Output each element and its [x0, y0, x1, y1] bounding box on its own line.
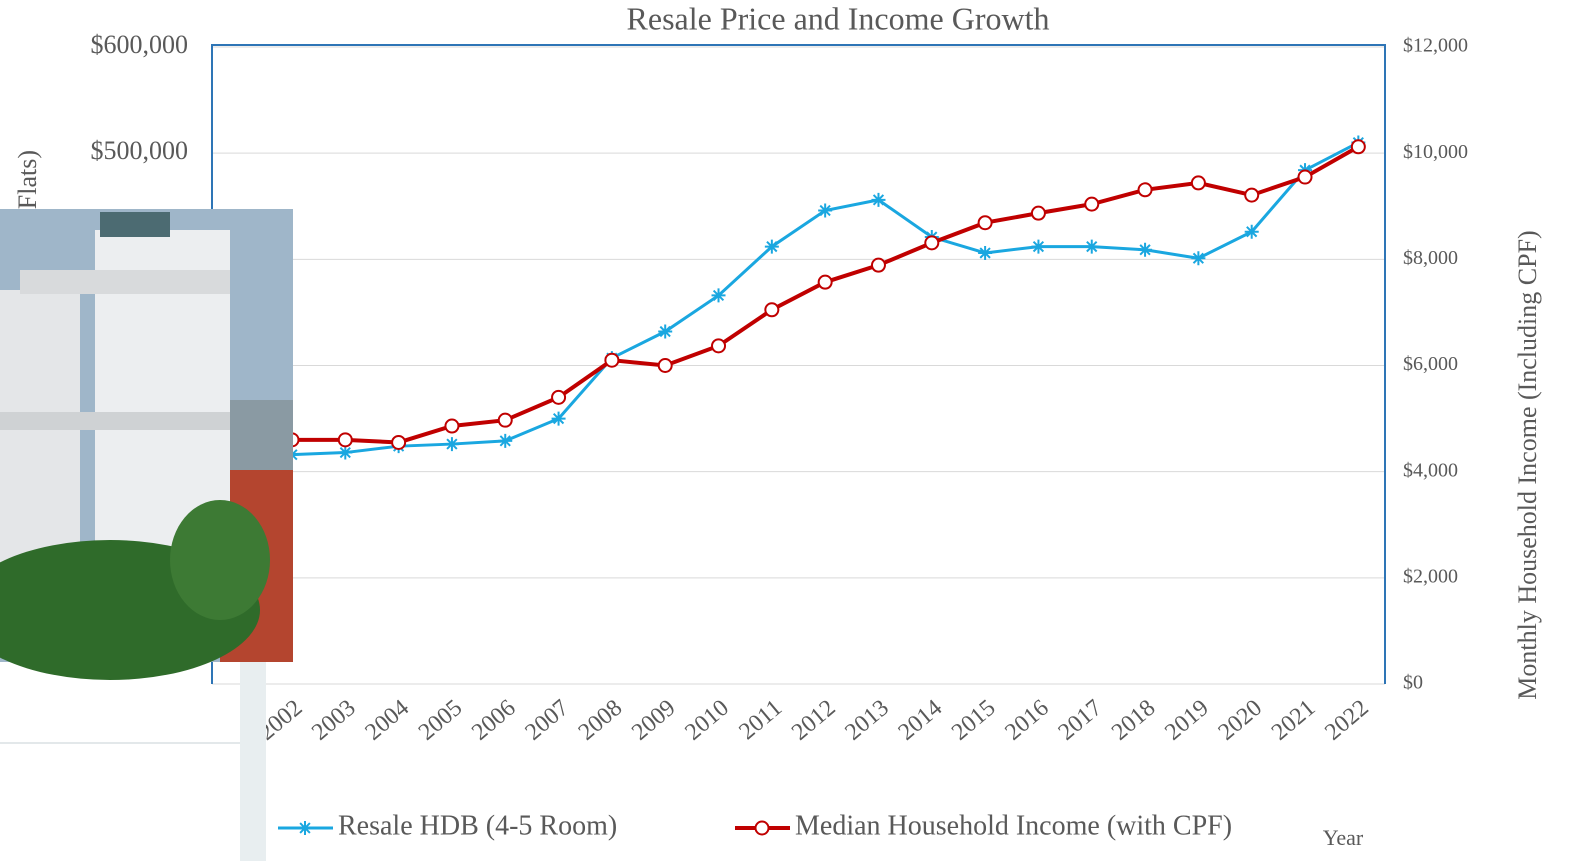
chart-title: Resale Price and Income Growth [627, 0, 1050, 36]
x-axis-label: Year [1323, 825, 1364, 850]
data-point [1084, 239, 1099, 254]
y2-tick-label: $8,000 [1403, 247, 1458, 269]
y-tick-label: $500,000 [91, 136, 189, 165]
legend-label: Median Household Income (with CPF) [795, 810, 1232, 841]
photo-trees [170, 500, 270, 620]
data-point [977, 215, 993, 231]
building-top [100, 212, 170, 237]
data-point [337, 432, 353, 448]
x-tick-label: 2011 [734, 695, 787, 745]
data-point [338, 445, 353, 460]
data-point [604, 352, 620, 368]
data-point [924, 235, 940, 251]
x-tick-label: 2007 [520, 695, 573, 746]
y2-tick-label: $6,000 [1403, 353, 1458, 375]
x-tick-label: 2020 [1214, 695, 1267, 746]
data-point [1031, 239, 1046, 254]
y-tick-label: $600,000 [91, 30, 189, 59]
y2-axis-label: Monthly Household Income (Including CPF) [1513, 230, 1542, 699]
y2-tick-label: $12,000 [1403, 35, 1468, 57]
x-tick-label: 2004 [361, 695, 414, 746]
y2-tick-label: $2,000 [1403, 565, 1458, 587]
data-point [711, 338, 727, 354]
x-tick-label: 2022 [1320, 695, 1373, 746]
data-point [444, 437, 459, 452]
building-left [0, 290, 80, 590]
data-point [818, 203, 833, 218]
data-point [871, 192, 886, 207]
legend-marker [298, 821, 312, 835]
data-point [1244, 224, 1259, 239]
x-tick-label: 2012 [787, 695, 840, 746]
photo [0, 209, 293, 680]
data-point [1191, 251, 1206, 266]
data-point [657, 358, 673, 373]
x-tick-label: 2009 [627, 695, 680, 746]
data-point [764, 239, 779, 254]
x-tick-label: 2013 [840, 695, 893, 746]
x-tick-label: 2016 [1000, 695, 1053, 746]
data-point [497, 412, 513, 428]
data-point [978, 245, 993, 260]
x-tick-label: 2015 [947, 695, 1000, 746]
data-point [658, 324, 673, 339]
data-point [498, 433, 513, 448]
data-point [1084, 196, 1100, 212]
data-point [1244, 187, 1260, 203]
y2-tick-label: $4,000 [1403, 459, 1458, 481]
data-point [1190, 175, 1206, 191]
y2-tick-label: $0 [1403, 672, 1423, 694]
x-tick-label: 2006 [467, 695, 520, 746]
data-point [1030, 205, 1046, 221]
x-tick-label: 2017 [1054, 695, 1107, 746]
x-tick-label: 2021 [1267, 695, 1320, 746]
data-point [817, 274, 833, 290]
data-point [551, 389, 567, 405]
x-tick-label: 2005 [414, 695, 467, 746]
data-point [391, 434, 407, 450]
series-line [291, 145, 1360, 445]
x-tick-label: 2019 [1160, 695, 1213, 746]
x-tick-label: 2008 [574, 695, 627, 746]
data-point [870, 257, 886, 273]
data-point [1350, 139, 1366, 155]
data-point [1138, 242, 1153, 257]
axis-frame [211, 44, 1386, 684]
y-axis-label: Flats) [13, 150, 42, 209]
y2-tick-label: $10,000 [1403, 141, 1468, 163]
legend-label: Resale HDB (4-5 Room) [338, 810, 617, 841]
x-tick-label: 2003 [307, 695, 360, 746]
data-point [551, 411, 566, 426]
building-bridge [20, 270, 230, 294]
data-point [1297, 169, 1313, 185]
legend-marker [754, 820, 770, 836]
data-point [444, 418, 460, 434]
x-tick-label: 2018 [1107, 695, 1160, 746]
x-tick-label: 2010 [680, 695, 733, 746]
photo-strip [240, 662, 266, 861]
data-point [764, 302, 780, 318]
data-point [711, 288, 726, 303]
data-point [1137, 182, 1153, 198]
building-bridge [0, 412, 230, 430]
x-tick-label: 2014 [894, 695, 947, 746]
